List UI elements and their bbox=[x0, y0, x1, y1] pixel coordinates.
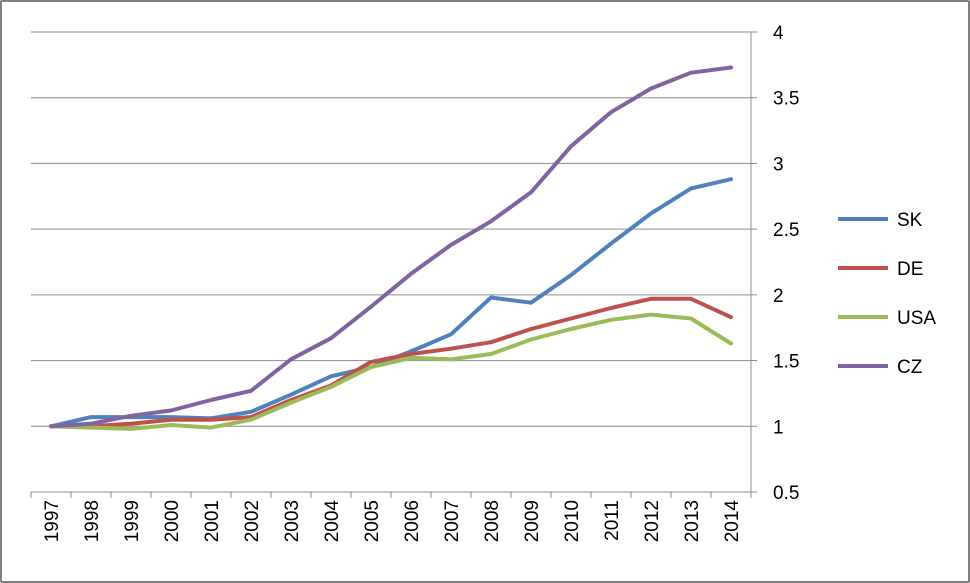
x-tick-label: 2013 bbox=[682, 500, 703, 542]
y-tick-label: 2 bbox=[773, 286, 784, 307]
y-tick-label: 3.5 bbox=[773, 89, 799, 110]
x-tick-label: 2012 bbox=[642, 500, 663, 542]
legend: SK DE USA CZ bbox=[838, 210, 936, 378]
legend-label-sk: SK bbox=[897, 210, 923, 231]
series-line-cz bbox=[49, 65, 733, 429]
x-tick-label: 2009 bbox=[522, 500, 543, 542]
legend-label-cz: CZ bbox=[897, 357, 923, 378]
x-tick-label: 2006 bbox=[402, 500, 423, 542]
y-tick-label: 1.5 bbox=[773, 352, 799, 373]
x-tick-label: 2014 bbox=[722, 500, 743, 543]
series-line-de bbox=[49, 296, 733, 429]
x-tick-label: 2002 bbox=[242, 500, 263, 542]
x-tick-label: 2003 bbox=[282, 500, 303, 542]
x-tick-label: 2001 bbox=[202, 500, 223, 542]
x-tick-label: 1999 bbox=[122, 500, 143, 542]
x-tick-label: 2008 bbox=[482, 500, 503, 542]
x-tick-label: 2007 bbox=[442, 500, 463, 542]
y-tick-labels: 0.5 1 1.5 2 2.5 3 3.5 4 bbox=[773, 23, 799, 504]
y-tick-label: 2.5 bbox=[773, 220, 799, 241]
y-tick-label: 0.5 bbox=[773, 483, 799, 504]
y-tick-label: 1 bbox=[773, 417, 784, 438]
series-line-usa bbox=[49, 312, 733, 431]
series-lines bbox=[49, 65, 733, 431]
x-tick-labels: 1997 1998 1999 2000 2001 2002 2003 2004 2005 2006… bbox=[42, 500, 743, 543]
axes bbox=[30, 31, 757, 498]
x-tick-label: 1997 bbox=[42, 500, 63, 542]
legend-label-usa: USA bbox=[897, 308, 936, 329]
x-tick-label: 1998 bbox=[82, 500, 103, 542]
x-tick-label: 2011 bbox=[602, 500, 623, 541]
legend-label-de: DE bbox=[897, 259, 923, 280]
x-tick-label: 2004 bbox=[322, 500, 343, 543]
x-tick-label: 2010 bbox=[562, 500, 583, 542]
x-tick-label: 2005 bbox=[362, 500, 383, 542]
x-tick-label: 2000 bbox=[162, 500, 183, 542]
y-tick-label: 3 bbox=[773, 154, 784, 175]
y-tick-label: 4 bbox=[773, 23, 784, 44]
